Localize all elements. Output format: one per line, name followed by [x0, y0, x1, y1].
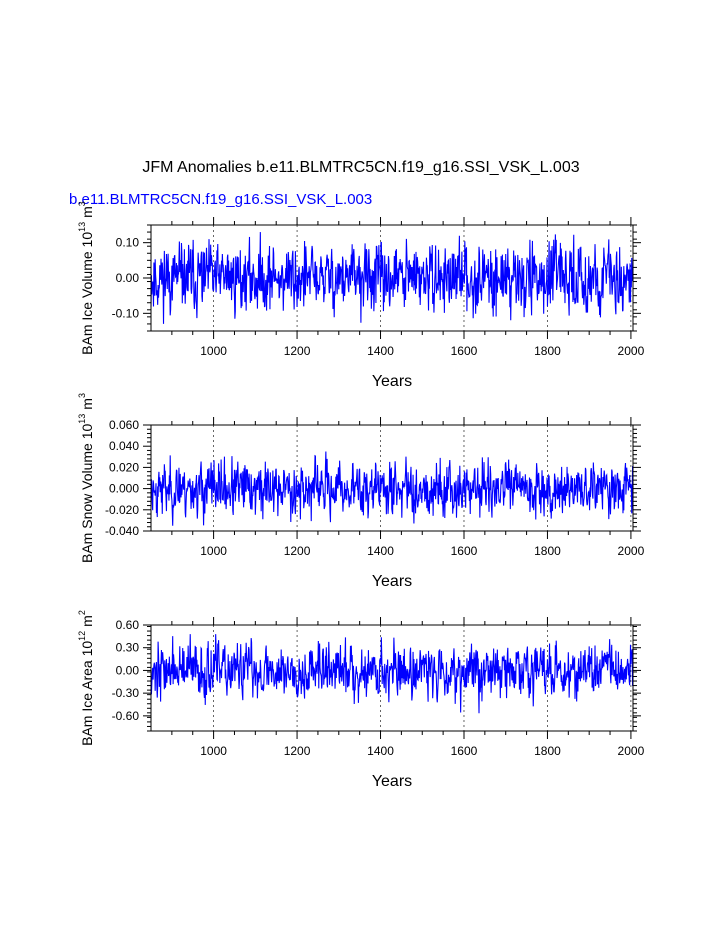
plot-frame — [150, 624, 634, 732]
y-axis-title-part: 12 — [77, 631, 87, 641]
y-tick-label: 0.000 — [109, 482, 139, 496]
x-tick-label: 1600 — [451, 544, 478, 558]
y-axis-title-part: BAm Snow Volume 10 — [79, 423, 95, 563]
x-tick-label: 1400 — [367, 744, 394, 758]
panel-snow-volume: 1000 1200 1400 1600 1800 2000 0.060 0.040 0.020 0… — [77, 393, 645, 590]
chart-subtitle: b.e11.BLMTRC5CN.f19_g16.SSI_VSK_L.003 — [69, 191, 372, 208]
x-axis-title: Years — [372, 773, 412, 790]
y-tick-label: 0.060 — [109, 418, 139, 432]
chart-title: JFM Anomalies b.e11.BLMTRC5CN.f19_g16.SS… — [142, 159, 579, 176]
series-line — [150, 451, 634, 526]
panel-ice-area: 1000 1200 1400 1600 1800 2000 0.60 0.30 0.00 -0.3… — [77, 610, 645, 790]
x-axis-title: Years — [372, 373, 412, 390]
x-tick-label: 1800 — [534, 344, 561, 358]
x-axis-title: Years — [372, 573, 412, 590]
x-tick-label: 1000 — [200, 544, 227, 558]
y-tick-label: -0.040 — [105, 524, 139, 538]
x-tick-label: 2000 — [618, 744, 645, 758]
plot-frame — [150, 424, 634, 532]
y-axis-title-part: BAm Ice Area 10 — [79, 641, 95, 746]
x-tick-label: 1200 — [284, 544, 311, 558]
y-axis-title: BAm Ice Volume 1013 m3 — [77, 201, 95, 355]
y-axis-title-part: m — [79, 398, 95, 410]
x-tick-label: 1600 — [451, 344, 478, 358]
x-tick-label: 1200 — [284, 344, 311, 358]
y-tick-label: 0.00 — [116, 271, 140, 285]
y-axis-title-part: m — [79, 206, 95, 218]
x-tick-label: 1800 — [534, 744, 561, 758]
x-tick-label: 1800 — [534, 544, 561, 558]
y-tick-label: -0.10 — [112, 306, 140, 320]
y-axis-title-part: 2 — [77, 610, 87, 615]
y-tick-label: 0.60 — [116, 618, 140, 632]
series-line — [150, 232, 634, 324]
y-tick-label: 0.00 — [116, 663, 140, 677]
y-tick-label: -0.60 — [112, 709, 140, 723]
y-tick-label: -0.30 — [112, 686, 140, 700]
x-tick-label: 1400 — [367, 544, 394, 558]
panel-ice-volume: 1000 1200 1400 1600 1800 2000 0.10 0.00 -0.10 Yea… — [77, 201, 645, 390]
y-axis-title-part: BAm Ice Volume 10 — [79, 232, 95, 355]
y-axis-title-part: m — [79, 615, 95, 627]
x-tick-label: 1000 — [200, 344, 227, 358]
y-axis-title-part: 13 — [77, 222, 87, 232]
x-tick-label: 1000 — [200, 744, 227, 758]
x-tick-label: 1600 — [451, 744, 478, 758]
x-tick-label: 2000 — [618, 344, 645, 358]
y-axis-title: BAm Snow Volume 1013 m3 — [77, 393, 95, 563]
y-tick-label: 0.10 — [116, 236, 140, 250]
y-axis-title: BAm Ice Area 1012 m2 — [77, 610, 95, 746]
y-tick-label: 0.020 — [109, 460, 139, 474]
y-tick-label: 0.30 — [116, 641, 140, 655]
x-tick-label: 1200 — [284, 744, 311, 758]
y-axis-title-part: 3 — [77, 201, 87, 206]
y-axis-title-part: 3 — [77, 393, 87, 398]
x-tick-label: 1400 — [367, 344, 394, 358]
series-line — [150, 634, 634, 714]
x-tick-label: 2000 — [618, 544, 645, 558]
y-axis-title-part: 13 — [77, 414, 87, 424]
y-tick-label: 0.040 — [109, 439, 139, 453]
y-tick-label: -0.020 — [105, 503, 139, 517]
